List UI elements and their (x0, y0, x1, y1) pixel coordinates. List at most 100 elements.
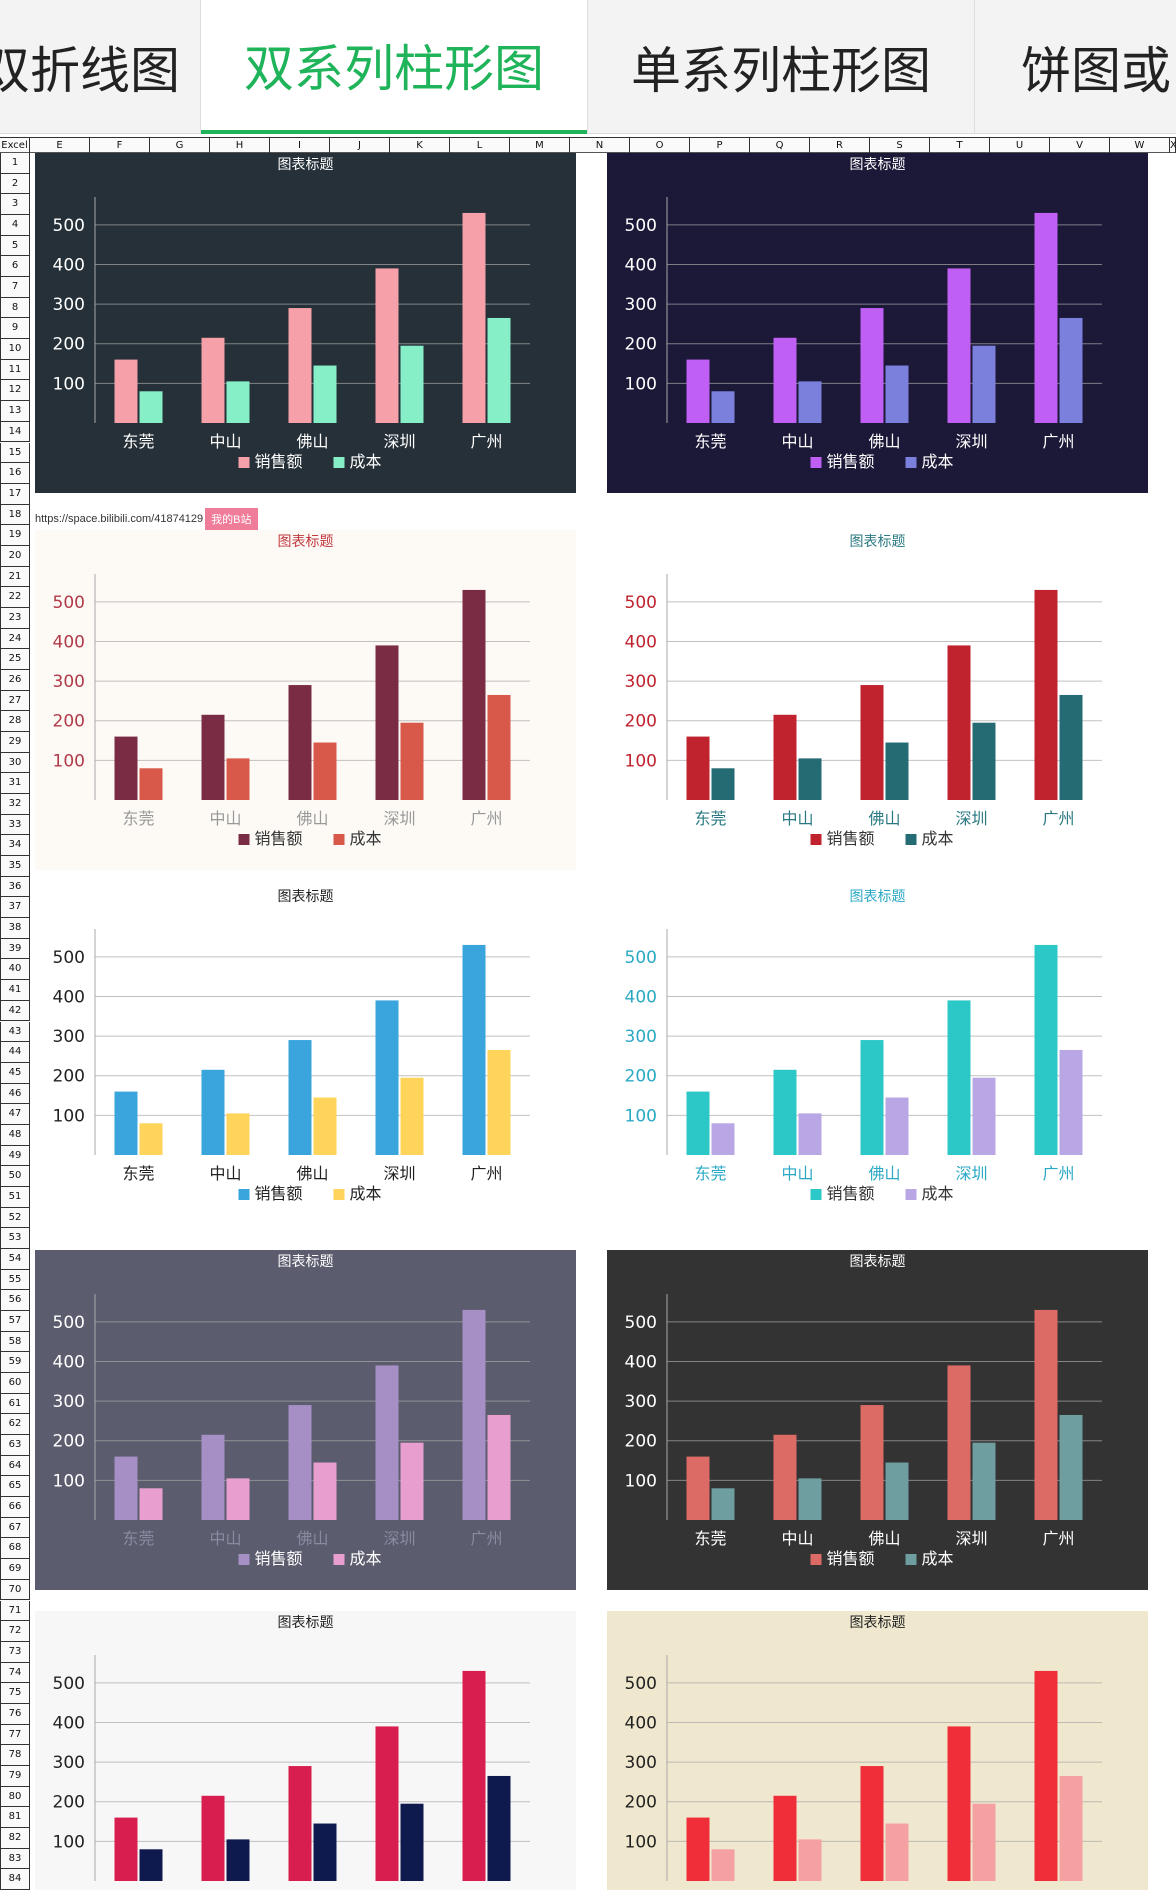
row-header-4[interactable]: 4 (0, 215, 30, 236)
chart-card-2[interactable]: 图表标题 100 200 300 400 500 东莞 中山 佛山 深圳 广州 销售额 成本 (607, 153, 1148, 493)
row-header-33[interactable]: 33 (0, 814, 30, 836)
row-header-27[interactable]: 27 (0, 690, 30, 712)
row-header-57[interactable]: 57 (0, 1311, 30, 1332)
row-header-26[interactable]: 26 (0, 669, 30, 691)
row-header-51[interactable]: 51 (0, 1186, 30, 1208)
row-header-42[interactable]: 42 (0, 1000, 30, 1022)
column-header-u[interactable]: U (990, 137, 1050, 153)
row-header-16[interactable]: 16 (0, 463, 30, 484)
row-header-31[interactable]: 31 (0, 773, 30, 795)
row-header-5[interactable]: 5 (0, 235, 30, 257)
row-header-11[interactable]: 11 (0, 359, 30, 381)
column-header-v[interactable]: V (1050, 137, 1110, 153)
row-header-56[interactable]: 56 (0, 1290, 30, 1311)
tab-double-series-bar-chart[interactable]: 双系列柱形图 (201, 0, 587, 134)
column-header-n[interactable]: N (570, 137, 630, 153)
row-header-46[interactable]: 46 (0, 1083, 30, 1105)
row-header-54[interactable]: 54 (0, 1248, 30, 1270)
row-header-24[interactable]: 24 (0, 628, 30, 650)
row-header-37[interactable]: 37 (0, 897, 30, 919)
row-header-58[interactable]: 58 (0, 1331, 30, 1353)
chart-card-7[interactable]: 图表标题 100 200 300 400 500 东莞 中山 佛山 深圳 广州 销售额 成本 (35, 1250, 576, 1590)
chart-card-8[interactable]: 图表标题 100 200 300 400 500 东莞 中山 佛山 深圳 广州 销售额 成本 (607, 1250, 1148, 1590)
column-header-w[interactable]: W (1110, 137, 1170, 153)
row-header-68[interactable]: 68 (0, 1538, 30, 1560)
column-header-r[interactable]: R (810, 137, 870, 153)
row-header-8[interactable]: 8 (0, 297, 30, 319)
row-header-17[interactable]: 17 (0, 483, 30, 505)
row-header-53[interactable]: 53 (0, 1228, 30, 1249)
row-header-34[interactable]: 34 (0, 835, 30, 857)
row-header-69[interactable]: 69 (0, 1559, 30, 1580)
tab-single-series-bar-chart[interactable]: 单系列柱形图 (631, 42, 931, 100)
sheet-corner[interactable]: Excel (0, 137, 30, 153)
row-header-80[interactable]: 80 (0, 1786, 30, 1808)
row-header-62[interactable]: 62 (0, 1414, 30, 1436)
row-header-72[interactable]: 72 (0, 1621, 30, 1642)
chart-card-4[interactable]: 图表标题 100 200 300 400 500 东莞 中山 佛山 深圳 广州 销售额 成本 (607, 530, 1148, 870)
row-header-39[interactable]: 39 (0, 938, 30, 960)
row-header-73[interactable]: 73 (0, 1641, 30, 1663)
row-header-65[interactable]: 65 (0, 1476, 30, 1498)
row-header-76[interactable]: 76 (0, 1703, 30, 1725)
row-header-77[interactable]: 77 (0, 1724, 30, 1746)
column-header-m[interactable]: M (510, 137, 570, 153)
row-header-30[interactable]: 30 (0, 752, 30, 774)
row-header-43[interactable]: 43 (0, 1021, 30, 1043)
row-header-78[interactable]: 78 (0, 1745, 30, 1766)
row-header-40[interactable]: 40 (0, 959, 30, 981)
column-header-s[interactable]: S (870, 137, 930, 153)
row-header-61[interactable]: 61 (0, 1393, 30, 1415)
row-header-12[interactable]: 12 (0, 380, 30, 402)
row-header-36[interactable]: 36 (0, 876, 30, 898)
row-header-70[interactable]: 70 (0, 1579, 30, 1601)
column-header-f[interactable]: F (90, 137, 150, 153)
chart-card-5[interactable]: 图表标题 100 200 300 400 500 东莞 中山 佛山 深圳 广州 销售额 成本 (35, 885, 576, 1225)
chart-card-3[interactable]: 图表标题 100 200 300 400 500 东莞 中山 佛山 深圳 广州 销售额 成本 (35, 530, 576, 870)
row-header-52[interactable]: 52 (0, 1207, 30, 1229)
column-header-k[interactable]: K (390, 137, 450, 153)
row-header-19[interactable]: 19 (0, 525, 30, 546)
row-header-21[interactable]: 21 (0, 566, 30, 588)
row-header-15[interactable]: 15 (0, 442, 30, 464)
row-header-71[interactable]: 71 (0, 1600, 30, 1622)
row-header-45[interactable]: 45 (0, 1062, 30, 1084)
row-header-22[interactable]: 22 (0, 587, 30, 608)
row-header-55[interactable]: 55 (0, 1269, 30, 1291)
row-header-1[interactable]: 1 (0, 153, 30, 174)
row-header-18[interactable]: 18 (0, 504, 30, 526)
row-header-23[interactable]: 23 (0, 607, 30, 629)
column-header-g[interactable]: G (150, 137, 210, 153)
row-header-32[interactable]: 32 (0, 794, 30, 815)
row-header-35[interactable]: 35 (0, 856, 30, 877)
chart-card-6[interactable]: 图表标题 100 200 300 400 500 东莞 中山 佛山 深圳 广州 销售额 成本 (607, 885, 1148, 1225)
url-cell[interactable]: https://space.bilibili.com/41874129 我的B站 (35, 508, 258, 530)
row-header-60[interactable]: 60 (0, 1373, 30, 1394)
row-header-44[interactable]: 44 (0, 1042, 30, 1063)
column-header-e[interactable]: E (30, 137, 90, 153)
row-header-66[interactable]: 66 (0, 1497, 30, 1518)
row-header-82[interactable]: 82 (0, 1827, 30, 1849)
row-header-13[interactable]: 13 (0, 401, 30, 422)
row-header-67[interactable]: 67 (0, 1517, 30, 1539)
column-header-j[interactable]: J (330, 137, 390, 153)
row-header-20[interactable]: 20 (0, 545, 30, 567)
row-header-2[interactable]: 2 (0, 173, 30, 195)
row-header-64[interactable]: 64 (0, 1455, 30, 1477)
row-header-74[interactable]: 74 (0, 1662, 30, 1684)
row-header-25[interactable]: 25 (0, 649, 30, 670)
row-header-28[interactable]: 28 (0, 711, 30, 732)
column-header-o[interactable]: O (630, 137, 690, 153)
column-header-p[interactable]: P (690, 137, 750, 153)
row-header-3[interactable]: 3 (0, 194, 30, 216)
row-header-6[interactable]: 6 (0, 256, 30, 278)
column-header-i[interactable]: I (270, 137, 330, 153)
row-header-63[interactable]: 63 (0, 1435, 30, 1456)
row-header-81[interactable]: 81 (0, 1807, 30, 1828)
row-header-29[interactable]: 29 (0, 732, 30, 753)
row-header-50[interactable]: 50 (0, 1166, 30, 1187)
row-header-75[interactable]: 75 (0, 1683, 30, 1704)
row-header-10[interactable]: 10 (0, 339, 30, 360)
